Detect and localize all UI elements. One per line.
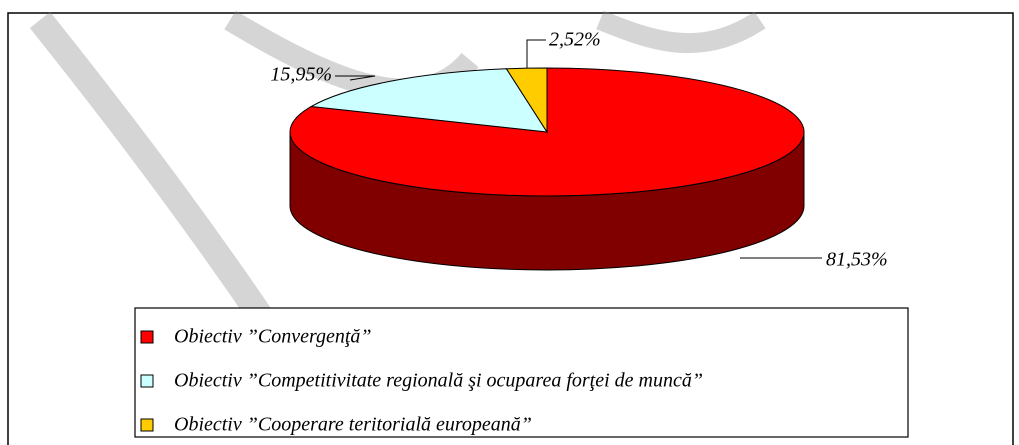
data-label: 81,53% (826, 249, 888, 271)
pie (289, 67, 805, 271)
legend-swatch (140, 418, 154, 432)
watermark-stroke (596, 10, 766, 54)
legend-box (134, 307, 909, 438)
pie-slice (505, 67, 548, 134)
leader-line (526, 39, 546, 68)
data-label: 15,95% (270, 64, 332, 86)
legend-label: Obiectiv ”Convergenţă” (174, 326, 372, 348)
data-label: 2,52% (549, 29, 601, 51)
legend-label: Obiectiv ”Competitivitate regională şi o… (174, 370, 703, 392)
leader-line (335, 75, 376, 81)
chart-border (7, 12, 1014, 445)
pie-slice (289, 67, 805, 197)
legend-label: Obiectiv ”Cooperare teritorială european… (174, 414, 532, 436)
legend-swatch (140, 374, 154, 388)
legend-swatch (140, 330, 154, 344)
pie-slice (309, 68, 548, 133)
